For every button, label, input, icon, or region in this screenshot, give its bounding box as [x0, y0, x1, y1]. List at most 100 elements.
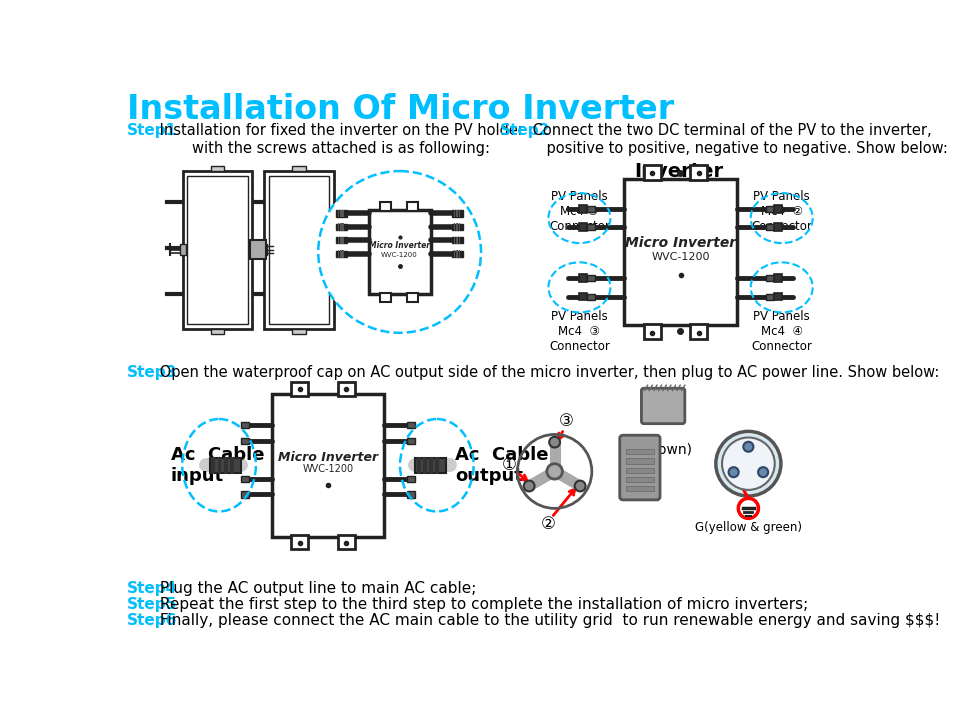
Circle shape — [716, 431, 781, 496]
Bar — [587, 206, 595, 212]
FancyBboxPatch shape — [291, 382, 308, 396]
Circle shape — [729, 467, 738, 477]
Bar — [766, 294, 774, 300]
FancyBboxPatch shape — [380, 202, 391, 211]
Text: PV Panels
Mc4 ①
Connector: PV Panels Mc4 ① Connector — [549, 190, 610, 233]
Bar — [453, 251, 463, 257]
FancyBboxPatch shape — [338, 382, 355, 396]
Text: WVC-1200: WVC-1200 — [302, 464, 353, 474]
Bar — [240, 492, 249, 498]
Bar — [458, 223, 460, 231]
FancyBboxPatch shape — [407, 293, 418, 302]
FancyBboxPatch shape — [620, 435, 660, 500]
Bar — [626, 486, 654, 492]
Text: Step1: Step1 — [126, 123, 177, 138]
Text: Step5: Step5 — [126, 597, 177, 612]
Bar — [435, 456, 439, 474]
Bar — [423, 456, 427, 474]
Bar — [240, 476, 249, 482]
Bar — [291, 329, 306, 333]
Bar — [340, 237, 342, 244]
Bar — [268, 176, 329, 324]
Bar — [456, 210, 457, 217]
Bar — [766, 224, 774, 230]
Bar — [340, 210, 342, 217]
FancyBboxPatch shape — [624, 179, 736, 325]
Bar — [453, 238, 463, 243]
Bar — [343, 223, 344, 231]
Text: Repeat the first step to the third step to complete the installation of micro in: Repeat the first step to the third step … — [154, 597, 808, 612]
Bar — [774, 205, 782, 212]
Bar — [454, 210, 455, 217]
FancyBboxPatch shape — [272, 395, 384, 537]
FancyBboxPatch shape — [644, 323, 661, 339]
Bar — [579, 205, 587, 212]
Bar — [429, 456, 433, 474]
Bar — [179, 244, 185, 255]
Text: ②: ② — [541, 515, 556, 533]
Bar — [240, 438, 249, 444]
Circle shape — [758, 467, 768, 477]
Circle shape — [575, 481, 586, 492]
Text: WVC-1200: WVC-1200 — [651, 251, 710, 261]
Text: Step6: Step6 — [126, 613, 178, 628]
Bar — [579, 223, 587, 231]
Bar — [626, 467, 654, 473]
FancyBboxPatch shape — [407, 202, 418, 211]
Bar — [250, 240, 265, 259]
Bar — [587, 275, 595, 282]
Text: Micro Inverter: Micro Inverter — [625, 235, 736, 250]
Bar — [407, 438, 415, 444]
Bar — [626, 449, 654, 454]
FancyBboxPatch shape — [644, 165, 661, 180]
Bar — [187, 176, 248, 324]
Bar — [407, 492, 415, 498]
Bar — [343, 210, 344, 217]
Bar — [338, 223, 339, 231]
FancyBboxPatch shape — [690, 323, 707, 339]
Text: Step4: Step4 — [126, 581, 177, 595]
Text: Plug the AC output line to main AC cable;: Plug the AC output line to main AC cable… — [154, 581, 476, 595]
Text: L(blown): L(blown) — [633, 442, 693, 456]
Bar — [182, 171, 253, 329]
Bar — [456, 251, 457, 258]
Text: Ac  Cable
input: Ac Cable input — [171, 446, 264, 485]
FancyBboxPatch shape — [338, 535, 355, 549]
Text: Step2: Step2 — [501, 123, 551, 138]
Text: PV Panels
Mc4  ③
Connector: PV Panels Mc4 ③ Connector — [549, 310, 610, 353]
Text: PV Panels
Mc4  ②
Connector: PV Panels Mc4 ② Connector — [752, 190, 813, 233]
Text: Open the waterproof cap on AC output side of the micro inverter, then plug to AC: Open the waterproof cap on AC output sid… — [154, 365, 939, 380]
Bar — [340, 223, 342, 231]
Bar — [766, 206, 774, 212]
Bar — [454, 223, 455, 231]
Bar — [407, 476, 415, 482]
Bar — [774, 223, 782, 231]
Text: Finally, please connect the AC main cable to the utility grid  to run renewable : Finally, please connect the AC main cabl… — [154, 613, 940, 628]
Text: Step3: Step3 — [126, 365, 177, 380]
FancyBboxPatch shape — [690, 165, 707, 180]
Text: Connect the two DC terminal of the PV to the inverter,
    positive to positive,: Connect the two DC terminal of the PV to… — [528, 123, 949, 156]
Bar — [456, 223, 457, 231]
Bar — [230, 456, 234, 474]
Bar — [587, 224, 595, 230]
Circle shape — [738, 498, 758, 518]
Bar — [415, 457, 446, 473]
Bar — [338, 251, 339, 258]
FancyBboxPatch shape — [380, 293, 391, 302]
Text: N(blue): N(blue) — [723, 442, 774, 456]
Bar — [453, 210, 463, 217]
Bar — [261, 244, 267, 255]
Bar — [417, 456, 421, 474]
Bar — [407, 422, 415, 428]
Bar — [626, 459, 654, 464]
Bar — [209, 457, 240, 473]
Bar — [336, 224, 347, 230]
Bar — [454, 251, 455, 258]
Bar — [291, 166, 306, 171]
Bar — [340, 251, 342, 258]
FancyBboxPatch shape — [369, 210, 430, 294]
Circle shape — [547, 464, 563, 479]
Bar — [210, 166, 225, 171]
Bar — [336, 238, 347, 243]
Bar — [579, 293, 587, 300]
